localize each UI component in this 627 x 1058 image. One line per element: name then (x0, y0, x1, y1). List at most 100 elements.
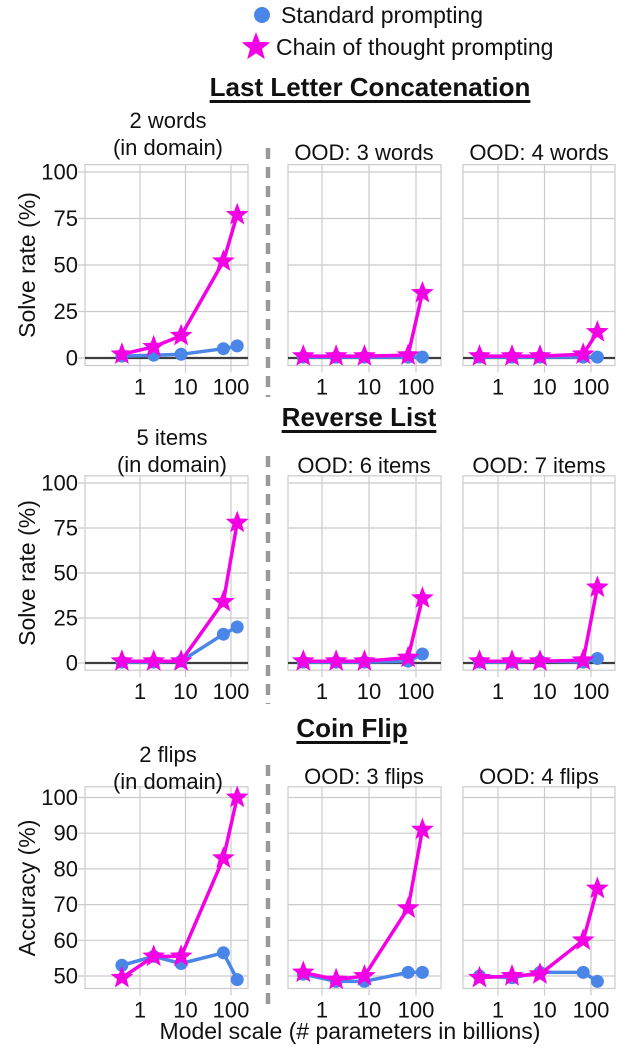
y-tick-label: 60 (54, 928, 78, 953)
plot-border (462, 164, 616, 367)
cot-point (411, 280, 434, 303)
subplot-title-ood-6-items: OOD: 6 items (254, 452, 474, 479)
cot-point (225, 510, 249, 533)
x-tick-label: 10 (173, 679, 197, 704)
cot-point (225, 202, 249, 225)
plot-border (287, 475, 442, 671)
subplot-title-2-words: 2 words (in domain) (58, 107, 278, 161)
x-tick-label: 1 (492, 374, 504, 399)
subplot-reverse-list-2: 1 10 100 (462, 475, 616, 704)
section-title-reverse-list: Reverse List (281, 402, 437, 432)
subplot-title-ood-3-flips: OOD: 3 flips (254, 763, 474, 790)
standard-point (230, 973, 244, 987)
subplot-title-line: OOD: 3 words (294, 140, 434, 165)
y-tick-label: 100 (41, 160, 78, 185)
x-tick-label: 1 (316, 374, 328, 399)
cot-point (291, 344, 315, 366)
x-tick-label: 100 (573, 998, 610, 1023)
legend-label-cot: Chain of thought prompting (276, 34, 554, 60)
cot-point (169, 323, 193, 346)
subplot-reverse-list-0: 1 10 100 0 25 50 75 100 (41, 471, 249, 705)
x-tick-label: 10 (532, 374, 556, 399)
y-tick-label: 80 (54, 856, 78, 881)
subplot-title-line: OOD: 3 flips (304, 764, 424, 789)
subplot-title-5-items: 5 items (in domain) (62, 424, 282, 478)
cot-line (120, 520, 239, 663)
cot-point (142, 944, 166, 967)
plot-border (287, 164, 442, 367)
standard-point (590, 974, 604, 988)
x-tick-label: 10 (357, 679, 381, 704)
subplot-title-ood-4-words: OOD: 4 words (429, 139, 627, 166)
x-tick-label: 100 (213, 998, 250, 1023)
plot-border (84, 475, 249, 671)
cot-point (411, 817, 434, 840)
subplot-title-line: (in domain) (112, 135, 224, 160)
subplot-coin-flip-1: 1 10 100 (287, 786, 442, 1023)
cot-point (528, 962, 552, 984)
x-tick-label: 1 (316, 998, 328, 1023)
standard-point (590, 652, 604, 665)
y-tick-label: 100 (41, 785, 78, 810)
standard-point (590, 350, 604, 364)
standard-point (216, 342, 230, 356)
x-tick-label: 10 (173, 374, 197, 399)
cot-point (291, 960, 315, 983)
y-axis-label-row2: Solve rate (%) (14, 500, 40, 646)
y-axis-label-row1: Solve rate (%) (14, 192, 40, 338)
cot-point (212, 249, 235, 271)
cot-point (353, 964, 376, 986)
cot-point (528, 649, 552, 671)
subplot-reverse-list-1: 1 10 100 (287, 475, 442, 704)
x-tick-label: 1 (492, 998, 504, 1023)
cot-point (142, 649, 166, 671)
y-tick-label: 50 (54, 561, 78, 586)
y-tick-label: 0 (66, 346, 78, 371)
cot-point (500, 344, 524, 366)
cot-point (585, 876, 609, 899)
cot-point (291, 649, 315, 671)
cot-point (500, 964, 524, 986)
cot-point (571, 928, 595, 950)
cot-point (353, 344, 376, 366)
subplot-title-line: OOD: 4 flips (479, 764, 599, 789)
cot-point (571, 342, 595, 364)
subplot-last-letter-concatenation-1: 1 10 100 (287, 164, 442, 399)
y-tick-label: 75 (54, 516, 78, 541)
subplot-coin-flip-2: 1 10 100 (462, 786, 616, 1023)
subplot-title-line: 5 items (136, 425, 208, 450)
subplot-title-line: (in domain) (116, 452, 228, 477)
cot-point (110, 649, 134, 671)
standard-point (576, 965, 590, 979)
cot-point (468, 965, 491, 988)
y-tick-label: 50 (54, 253, 78, 278)
cot-point (142, 334, 166, 357)
subplot-title-line: (in domain) (112, 769, 224, 794)
cot-point (396, 343, 420, 365)
cot-point (411, 586, 434, 608)
x-tick-label: 1 (134, 679, 146, 704)
subplot-title-ood-3-words: OOD: 3 words (254, 139, 474, 166)
standard-point (115, 958, 129, 972)
subplot-title-ood-4-flips: OOD: 4 flips (429, 763, 627, 790)
x-tick-label: 10 (173, 998, 197, 1023)
standard-point (174, 347, 188, 361)
cot-point (324, 649, 348, 671)
standard-point (401, 965, 415, 979)
x-tick-label: 100 (213, 374, 250, 399)
legend-label-standard: Standard prompting (281, 2, 484, 28)
cot-point (585, 320, 609, 342)
x-tick-label: 100 (573, 679, 610, 704)
legend-circle-icon (254, 7, 270, 23)
cot-point (169, 649, 193, 671)
legend-star-icon (241, 32, 271, 60)
y-tick-label: 75 (54, 206, 78, 231)
plot-border (287, 786, 442, 990)
plot-border (84, 164, 249, 367)
cot-point (468, 649, 491, 671)
cot-point (110, 342, 134, 364)
cot-point (571, 648, 595, 670)
subplot-last-letter-concatenation-2: 1 10 100 (462, 164, 616, 399)
subplot-last-letter-concatenation-0: 1 10 100 0 25 50 75 100 (41, 160, 249, 400)
x-tick-label: 100 (398, 679, 435, 704)
